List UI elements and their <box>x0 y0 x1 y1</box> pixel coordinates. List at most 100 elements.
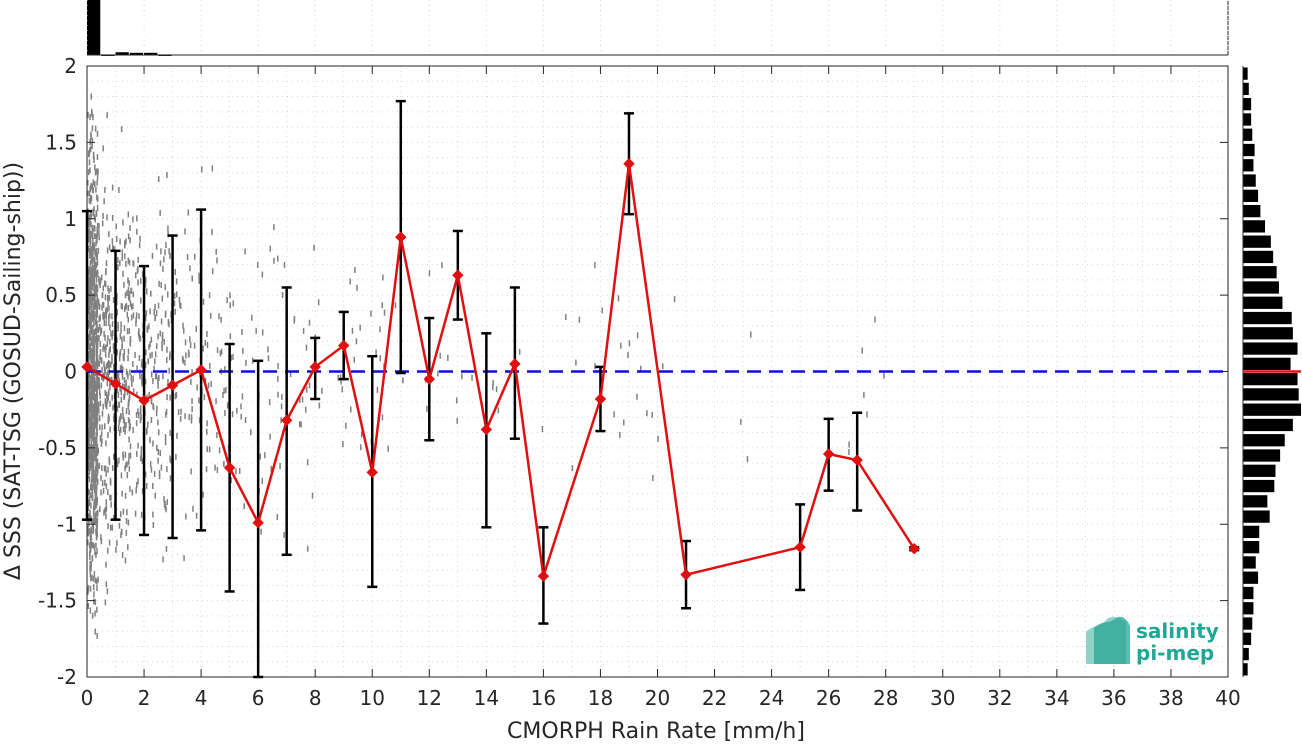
raw-point <box>94 216 97 223</box>
raw-point <box>185 352 187 359</box>
raw-point <box>124 422 126 429</box>
raw-point <box>661 363 664 370</box>
raw-point <box>127 305 130 312</box>
raw-point <box>132 260 135 267</box>
raw-point <box>126 311 129 318</box>
raw-point <box>176 432 178 439</box>
raw-point <box>111 524 114 531</box>
raw-point <box>111 321 114 328</box>
raw-point <box>88 227 91 234</box>
raw-point <box>96 231 98 238</box>
raw-point <box>105 363 108 370</box>
x-axis-label: CMORPH Rain Rate [mm/h] <box>507 719 805 744</box>
raw-point <box>168 354 171 361</box>
raw-point <box>163 256 165 263</box>
raw-point <box>138 412 140 419</box>
raw-point <box>353 356 356 363</box>
raw-point <box>98 377 100 384</box>
raw-point <box>111 313 113 320</box>
raw-point <box>382 274 384 281</box>
raw-point <box>92 325 94 332</box>
x-tick-label: 22 <box>702 686 727 710</box>
raw-point <box>155 373 158 380</box>
raw-point <box>100 489 102 496</box>
raw-point <box>99 400 102 407</box>
raw-point <box>109 494 111 501</box>
raw-point <box>87 589 89 596</box>
raw-point <box>652 475 654 482</box>
raw-point <box>95 432 97 439</box>
raw-point <box>223 460 225 467</box>
raw-point <box>95 186 97 193</box>
raw-point <box>98 275 100 282</box>
raw-point <box>95 393 98 400</box>
right-hist-bar <box>1243 220 1266 233</box>
data-point <box>594 393 607 405</box>
raw-point <box>90 406 92 413</box>
raw-point <box>139 405 142 412</box>
raw-point <box>126 461 128 468</box>
raw-point <box>471 374 473 381</box>
raw-point <box>99 315 101 322</box>
raw-point <box>109 361 111 368</box>
raw-point <box>89 550 91 557</box>
right-hist-bar <box>1243 235 1271 248</box>
raw-point <box>94 249 96 256</box>
raw-point <box>90 417 93 424</box>
raw-point <box>93 591 95 598</box>
raw-point <box>88 393 91 400</box>
raw-point <box>313 244 315 251</box>
raw-point <box>159 450 162 457</box>
raw-point <box>129 485 131 492</box>
raw-point <box>746 456 749 463</box>
raw-point <box>106 391 108 398</box>
raw-point <box>169 394 171 401</box>
raw-point <box>218 447 221 454</box>
raw-point <box>93 501 95 508</box>
raw-point <box>88 304 90 311</box>
raw-point <box>94 381 96 388</box>
raw-point <box>636 332 639 339</box>
raw-point <box>95 502 97 509</box>
raw-point <box>93 351 96 358</box>
raw-point <box>101 465 103 472</box>
raw-point <box>110 501 112 508</box>
raw-point <box>162 556 164 563</box>
raw-point <box>105 506 107 513</box>
raw-point <box>165 411 167 418</box>
raw-point <box>125 383 127 390</box>
raw-point <box>215 398 217 405</box>
raw-point <box>92 248 94 255</box>
raw-point <box>138 242 141 249</box>
raw-point <box>220 348 223 355</box>
raw-point <box>135 312 138 319</box>
raw-point <box>105 483 108 490</box>
raw-point <box>127 233 130 240</box>
raw-point <box>88 435 90 442</box>
raw-point <box>88 287 91 294</box>
raw-point <box>125 260 127 267</box>
raw-point <box>132 361 134 368</box>
right-hist-bar <box>1243 418 1293 432</box>
right-hist-bar <box>1243 388 1299 401</box>
raw-point <box>192 505 194 512</box>
raw-point <box>100 538 103 545</box>
raw-point <box>402 377 404 384</box>
raw-point <box>195 325 198 332</box>
raw-point <box>447 354 449 361</box>
raw-point <box>441 262 443 269</box>
data-point <box>166 379 179 391</box>
raw-point <box>129 452 132 459</box>
raw-point <box>89 484 92 491</box>
raw-point <box>497 407 500 414</box>
raw-point <box>87 270 90 277</box>
raw-point <box>623 419 625 426</box>
raw-point <box>132 375 134 382</box>
raw-point <box>116 458 118 465</box>
raw-point <box>264 452 266 459</box>
raw-point <box>107 523 109 530</box>
raw-point <box>110 330 112 337</box>
series-layer <box>81 99 1228 679</box>
raw-point <box>130 287 132 294</box>
